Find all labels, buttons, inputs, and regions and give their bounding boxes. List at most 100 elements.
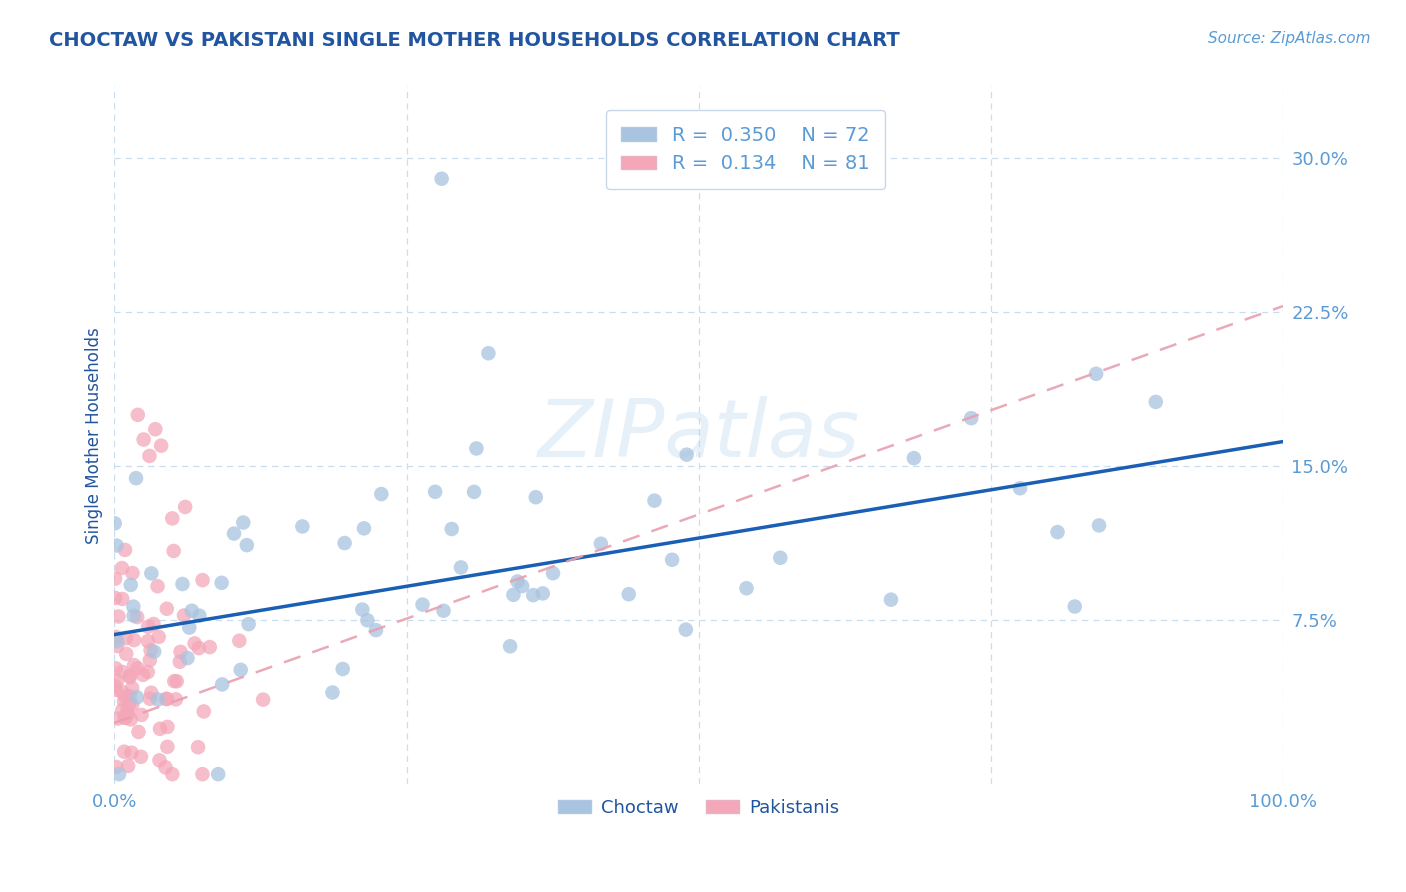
Point — [173, 608, 195, 623]
Point — [176, 651, 198, 665]
Point — [104, 572, 127, 586]
Point — [232, 516, 254, 530]
Text: ZIPatlas: ZIPatlas — [537, 396, 860, 475]
Point — [333, 536, 356, 550]
Point — [118, 697, 141, 711]
Point — [661, 553, 683, 567]
Point — [138, 449, 160, 463]
Point — [143, 645, 166, 659]
Point — [127, 725, 149, 739]
Point — [352, 602, 374, 616]
Point — [163, 674, 186, 689]
Point — [111, 561, 134, 575]
Point — [111, 665, 134, 679]
Point — [880, 592, 903, 607]
Point — [120, 713, 142, 727]
Point — [111, 685, 134, 699]
Point — [769, 550, 792, 565]
Point — [617, 587, 640, 601]
Point — [675, 448, 697, 462]
Point — [114, 543, 136, 558]
Point — [332, 662, 354, 676]
Point — [252, 692, 274, 706]
Point — [960, 411, 983, 425]
Point — [169, 645, 191, 659]
Point — [179, 621, 201, 635]
Point — [735, 581, 758, 595]
Point — [1085, 367, 1108, 381]
Point — [238, 617, 260, 632]
Point — [117, 706, 139, 721]
Point — [122, 633, 145, 648]
Point — [155, 760, 177, 774]
Point — [156, 692, 179, 706]
Point — [236, 538, 259, 552]
Point — [146, 692, 169, 706]
Point — [114, 690, 136, 704]
Point — [423, 484, 446, 499]
Point — [502, 588, 524, 602]
Point — [148, 630, 170, 644]
Point — [541, 566, 564, 581]
Point — [477, 346, 499, 360]
Point — [463, 484, 485, 499]
Point — [183, 636, 205, 650]
Point — [412, 598, 434, 612]
Point — [207, 767, 229, 781]
Point — [450, 560, 472, 574]
Point — [522, 588, 544, 602]
Point — [146, 579, 169, 593]
Point — [120, 578, 142, 592]
Point — [156, 720, 179, 734]
Point — [118, 669, 141, 683]
Point — [104, 682, 127, 697]
Point — [131, 707, 153, 722]
Point — [174, 500, 197, 514]
Point — [107, 712, 129, 726]
Point — [1063, 599, 1085, 614]
Point — [229, 663, 252, 677]
Point — [121, 698, 143, 712]
Point — [111, 591, 134, 606]
Point — [125, 690, 148, 705]
Point — [291, 519, 314, 533]
Point — [211, 575, 233, 590]
Point — [115, 647, 138, 661]
Point — [121, 746, 143, 760]
Point — [118, 670, 141, 684]
Point — [132, 433, 155, 447]
Legend: Choctaw, Pakistanis: Choctaw, Pakistanis — [551, 792, 846, 824]
Point — [104, 630, 127, 644]
Point — [675, 623, 697, 637]
Point — [114, 711, 136, 725]
Point — [115, 705, 138, 719]
Point — [107, 609, 129, 624]
Point — [142, 617, 165, 632]
Point — [139, 653, 162, 667]
Point — [370, 487, 392, 501]
Point — [127, 661, 149, 675]
Point — [104, 679, 127, 693]
Point — [506, 574, 529, 589]
Point — [104, 661, 127, 675]
Point — [163, 544, 186, 558]
Point — [356, 613, 378, 627]
Point — [193, 705, 215, 719]
Point — [364, 623, 387, 637]
Point — [127, 408, 149, 422]
Point — [1088, 518, 1111, 533]
Point — [510, 579, 533, 593]
Point — [169, 655, 191, 669]
Point — [118, 689, 141, 703]
Point — [141, 566, 163, 581]
Point — [165, 692, 187, 706]
Point — [188, 608, 211, 623]
Point — [353, 521, 375, 535]
Point — [162, 767, 184, 781]
Point — [211, 677, 233, 691]
Point — [187, 740, 209, 755]
Point — [122, 599, 145, 614]
Point — [432, 604, 454, 618]
Point — [499, 640, 522, 654]
Point — [105, 634, 128, 648]
